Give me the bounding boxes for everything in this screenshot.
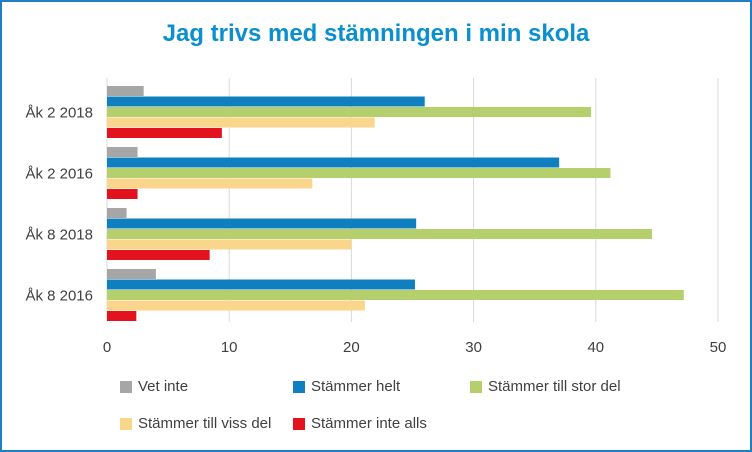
x-tick-label: 0 <box>103 339 111 356</box>
x-tick-label: 20 <box>343 339 360 356</box>
bar-3-0 <box>107 269 156 279</box>
bar-3-2 <box>107 290 684 300</box>
category-labels: Åk 2 2018 Åk 2 2016 Åk 8 2018 Åk 8 2016 <box>25 104 93 304</box>
bar-0-0 <box>107 86 144 96</box>
bar-0-4 <box>107 128 222 138</box>
bar-1-3 <box>107 178 313 189</box>
bar-1-2 <box>107 168 611 178</box>
bar-1-0 <box>107 147 138 157</box>
x-tick-label: 10 <box>221 339 238 356</box>
bar-2-3 <box>107 239 352 250</box>
bar-2-0 <box>107 208 127 218</box>
x-tick-label: 50 <box>710 339 727 356</box>
x-tick-label: 30 <box>465 339 482 356</box>
bar-2-4 <box>107 250 210 260</box>
bar-1-1 <box>107 157 560 168</box>
chart-title: Jag trivs med stämningen i min skola <box>162 20 590 47</box>
bar-0-3 <box>107 117 375 128</box>
bar-3-3 <box>107 300 365 311</box>
bar-0-1 <box>107 96 425 107</box>
bar-1-4 <box>107 189 138 199</box>
x-tick-label: 40 <box>587 339 604 356</box>
bar-3-1 <box>107 279 415 290</box>
bar-3-4 <box>107 311 137 321</box>
bar-2-1 <box>107 218 417 229</box>
category-label: Åk 2 2016 <box>25 165 93 182</box>
bar-0-2 <box>107 107 591 117</box>
category-label: Åk 8 2016 <box>25 287 93 304</box>
category-label: Åk 2 2018 <box>25 104 93 121</box>
bars <box>107 86 684 321</box>
category-label: Åk 8 2018 <box>25 226 93 243</box>
x-tick-labels: 0 10 20 30 40 50 <box>103 339 727 356</box>
bar-2-2 <box>107 229 653 239</box>
